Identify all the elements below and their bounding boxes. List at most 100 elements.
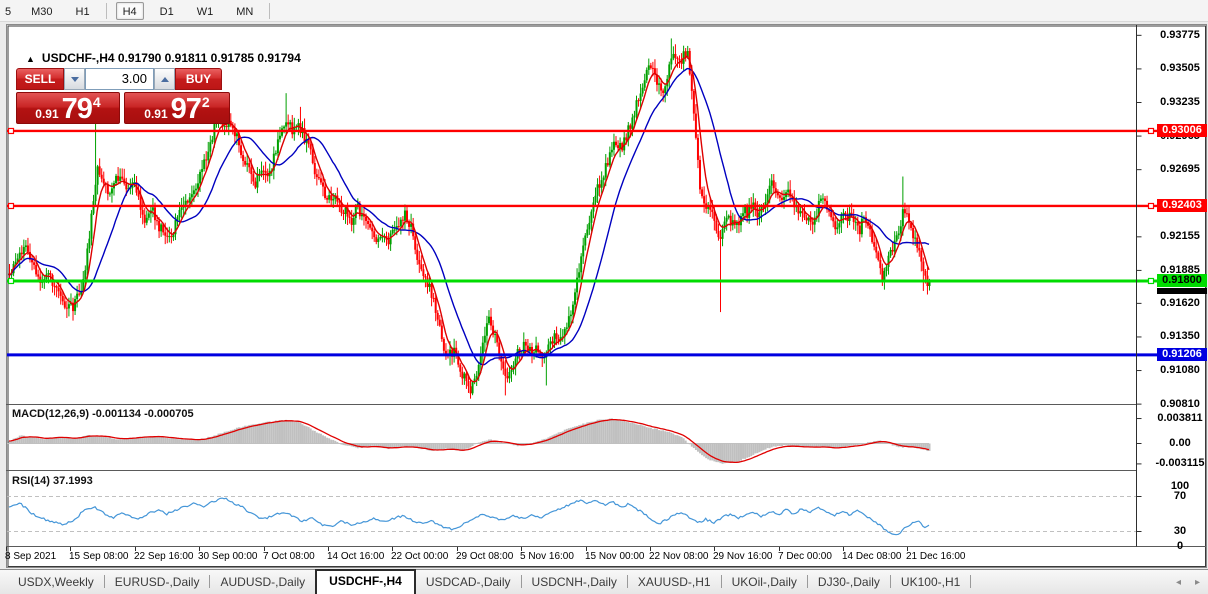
price-axis-label: 0.90810 xyxy=(1160,398,1200,410)
timeframe-button-D1[interactable]: D1 xyxy=(159,5,174,18)
macd-axis-label: -0.003115 xyxy=(1155,457,1205,469)
macd-values: -0.001134 -0.000705 xyxy=(92,408,194,420)
bottom-tab-USDCHF-H4[interactable]: USDCHF-,H4 xyxy=(315,569,416,594)
price-axis-label: 0.93235 xyxy=(1160,96,1200,108)
price-line-label: 0.92403 xyxy=(1157,199,1207,212)
date-axis-label: 7 Oct 08:00 xyxy=(263,551,315,562)
sell-price-prefix: 0.91 xyxy=(35,107,59,121)
price-axis-label: 0.91885 xyxy=(1160,264,1200,276)
volume-decrease-button[interactable] xyxy=(64,68,85,90)
timeframe-button-5[interactable]: 5 xyxy=(5,5,12,18)
buy-price-big: 97 xyxy=(170,93,202,125)
price-axis-label: 0.92695 xyxy=(1160,163,1200,175)
buy-button[interactable]: BUY xyxy=(175,68,222,90)
tab-separator xyxy=(520,575,522,588)
one-click-trading-panel: SELL 3.00 BUY 0.91 79 4 0.91 97 xyxy=(16,68,230,124)
date-axis-label: 30 Sep 00:00 xyxy=(198,551,258,562)
chart-window-border xyxy=(7,25,1206,567)
toolbar-separator xyxy=(269,2,271,19)
tab-separator xyxy=(103,575,105,588)
macd-name: MACD(12,26,9) xyxy=(12,408,90,420)
line-handle xyxy=(7,202,15,210)
date-axis-label: 21 Dec 16:00 xyxy=(906,551,966,562)
macd-label: MACD(12,26,9) -0.001134 -0.000705 xyxy=(12,408,194,420)
sell-price-button[interactable]: 0.91 79 4 xyxy=(16,92,120,124)
date-axis-label: 7 Dec 00:00 xyxy=(778,551,832,562)
bottom-tab-USDCAD-Daily[interactable]: USDCAD-,Daily xyxy=(425,575,511,589)
buy-price-prefix: 0.91 xyxy=(144,107,168,121)
macd-signal-line xyxy=(8,418,930,464)
price-line-label: 0.91206 xyxy=(1157,348,1207,361)
price-line-label: 0.93006 xyxy=(1157,124,1207,137)
price-axis-label: 0.91080 xyxy=(1160,364,1200,376)
rsi-axis-label: 100 xyxy=(1170,480,1190,492)
price-axis-label: 0.93775 xyxy=(1160,29,1200,41)
buy-price-button[interactable]: 0.91 97 2 xyxy=(124,92,230,124)
volume-input[interactable]: 3.00 xyxy=(85,68,154,90)
spinner-down-icon xyxy=(70,76,79,82)
rsi-label: RSI(14) 37.1993 xyxy=(12,475,93,487)
timeframe-button-H4[interactable]: H4 xyxy=(115,1,144,20)
rsi-axis-label: 70 xyxy=(1173,490,1187,502)
macd-axis-label: 0.003811 xyxy=(1157,412,1203,424)
bottom-tab-USDCNH-Daily[interactable]: USDCNH-,Daily xyxy=(531,575,617,589)
timeframe-toolbar: 5 M30 H1 H4 D1 W1 MN xyxy=(0,0,1208,22)
bottom-tab-AUDUSD-Daily[interactable]: AUDUSD-,Daily xyxy=(220,575,306,589)
bottom-tab-UK100-H1[interactable]: UK100-,H1 xyxy=(900,575,961,589)
buy-price-sup: 2 xyxy=(201,94,210,110)
bottom-tab-DJ30-Daily[interactable]: DJ30-,Daily xyxy=(817,575,880,589)
line-handle xyxy=(7,277,15,285)
tab-separator xyxy=(889,575,891,588)
date-axis-label: 22 Sep 16:00 xyxy=(134,551,194,562)
tab-separator xyxy=(720,575,722,588)
timeframe-button-H1[interactable]: H1 xyxy=(75,5,90,18)
collapse-icon[interactable]: ▲ xyxy=(26,54,35,64)
price-line-label: 0.91800 xyxy=(1157,274,1207,287)
bottom-tab-XAUUSD-H1[interactable]: XAUUSD-,H1 xyxy=(637,575,711,589)
price-axis-label: 0.92155 xyxy=(1160,230,1200,242)
tab-scroll-left-icon[interactable]: ◂ xyxy=(1175,577,1181,588)
spinner-up-icon xyxy=(160,76,169,82)
chart-title: ▲ USDCHF-,H4 0.91790 0.91811 0.91785 0.91… xyxy=(26,51,301,65)
timeframe-button-MN[interactable]: MN xyxy=(236,5,254,18)
rsi-line xyxy=(8,497,930,536)
rsi-value: 37.1993 xyxy=(52,475,93,487)
date-axis-label: 8 Sep 2021 xyxy=(5,551,57,562)
sell-button[interactable]: SELL xyxy=(16,68,64,90)
bottom-tab-USDX-Weekly[interactable]: USDX,Weekly xyxy=(18,575,94,589)
date-axis-label: 5 Nov 16:00 xyxy=(520,551,574,562)
date-axis-label: 15 Nov 00:00 xyxy=(585,551,645,562)
date-axis-label: 14 Dec 08:00 xyxy=(842,551,902,562)
rsi-axis-label: 30 xyxy=(1173,525,1187,537)
tab-separator xyxy=(626,575,628,588)
bid-price-label xyxy=(1157,288,1207,294)
rsi-name: RSI(14) xyxy=(12,475,50,487)
bottom-tab-EURUSD-Daily[interactable]: EURUSD-,Daily xyxy=(114,575,200,589)
date-axis-label: 22 Oct 00:00 xyxy=(391,551,449,562)
date-axis-label: 29 Nov 16:00 xyxy=(713,551,773,562)
bottom-tab-UKOil-Daily[interactable]: UKOil-,Daily xyxy=(731,575,797,589)
tab-separator xyxy=(970,575,972,588)
tab-scroll-right-icon[interactable]: ▸ xyxy=(1194,577,1200,588)
timeframe-button-M30[interactable]: M30 xyxy=(31,5,53,18)
volume-increase-button[interactable] xyxy=(154,68,175,90)
price-axis-label: 0.91620 xyxy=(1160,297,1200,309)
sell-price-sup: 4 xyxy=(92,94,101,110)
tab-separator xyxy=(209,575,211,588)
timeframe-button-W1[interactable]: W1 xyxy=(196,5,214,18)
toolbar-separator xyxy=(105,2,107,19)
price-axis-label: 0.93505 xyxy=(1160,62,1200,74)
date-axis-label: 22 Nov 08:00 xyxy=(649,551,709,562)
line-handle xyxy=(1147,202,1155,210)
date-axis-label: 15 Sep 08:00 xyxy=(69,551,129,562)
chart-window: ▲ USDCHF-,H4 0.91790 0.91811 0.91785 0.91… xyxy=(6,24,1207,568)
macd-axis-label: 0.00 xyxy=(1169,437,1191,449)
chart-tab-bar: USDX,Weekly EURUSD-,Daily AUDUSD-,Daily USD… xyxy=(0,569,1208,594)
sell-price-big: 79 xyxy=(61,93,93,125)
line-handle xyxy=(7,127,15,135)
rsi-axis-label: 0 xyxy=(1176,540,1184,552)
date-axis-label: 14 Oct 16:00 xyxy=(327,551,385,562)
chart-title-text: USDCHF-,H4 0.91790 0.91811 0.91785 0.917… xyxy=(41,51,301,65)
line-handle xyxy=(1147,277,1155,285)
